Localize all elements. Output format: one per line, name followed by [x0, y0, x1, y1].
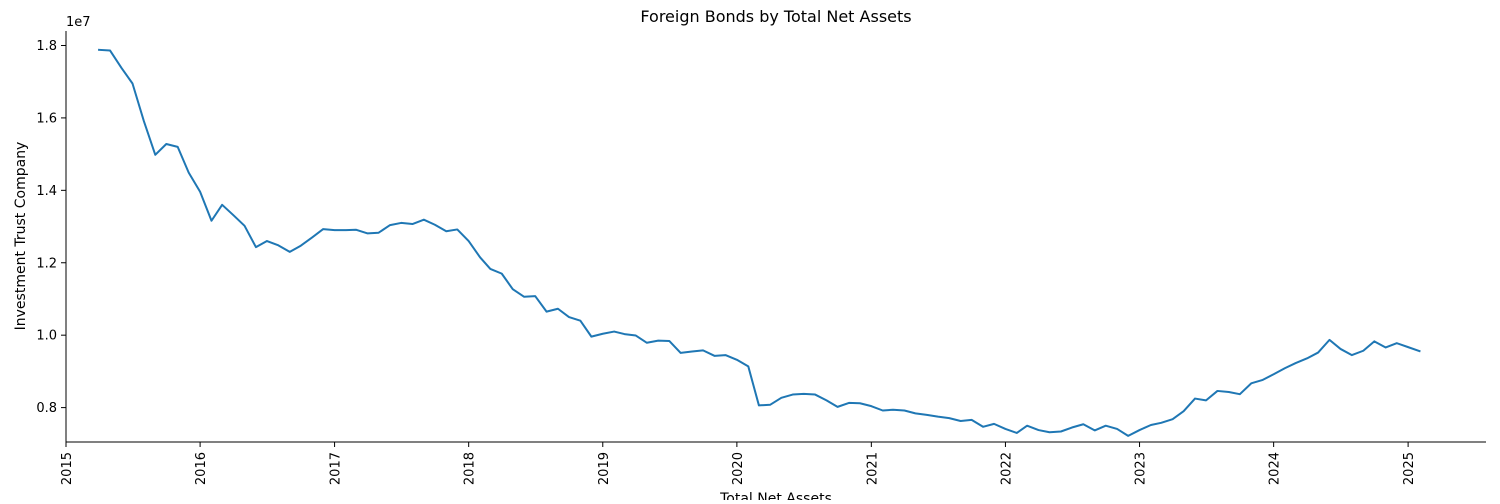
y-tick-label: 1.6	[36, 111, 57, 126]
x-tick-label: 2017	[329, 452, 344, 485]
y-tick-label: 1.0	[36, 329, 57, 344]
x-tick-label: 2018	[463, 452, 478, 485]
series-group	[98, 48, 1421, 437]
x-tick-label: 2021	[865, 452, 880, 485]
y-tick-label: 1.4	[36, 184, 57, 199]
y-ticks: 0.8 1.0 1.2 1.4 1.6 1.8	[36, 39, 66, 416]
x-tick-label: 2022	[999, 452, 1014, 485]
y-tick-label: 1.2	[36, 256, 57, 271]
x-tick-label: 2020	[731, 452, 746, 485]
x-tick-label: 2024	[1268, 452, 1283, 485]
y-tick-label: 1.8	[36, 39, 57, 54]
x-axis-label: Total Net Assets	[719, 491, 832, 500]
chart-title: Foreign Bonds by Total Net Assets	[640, 7, 911, 26]
y-tick-label: 0.8	[36, 401, 57, 416]
series-line	[98, 48, 1421, 437]
x-tick-label: 2023	[1134, 452, 1149, 485]
x-tick-label: 2016	[194, 452, 209, 485]
x-ticks: 2015 2016 2017 2018 2019 2020 2021 2022 2023 2024…	[60, 442, 1417, 485]
x-tick-label: 2019	[597, 452, 612, 485]
y-axis-label: Investment Trust Company	[13, 142, 29, 331]
y-offset-label: 1e7	[66, 15, 91, 30]
axes	[65, 31, 1486, 443]
x-tick-label: 2015	[60, 452, 75, 485]
x-tick-label: 2025	[1402, 452, 1417, 485]
